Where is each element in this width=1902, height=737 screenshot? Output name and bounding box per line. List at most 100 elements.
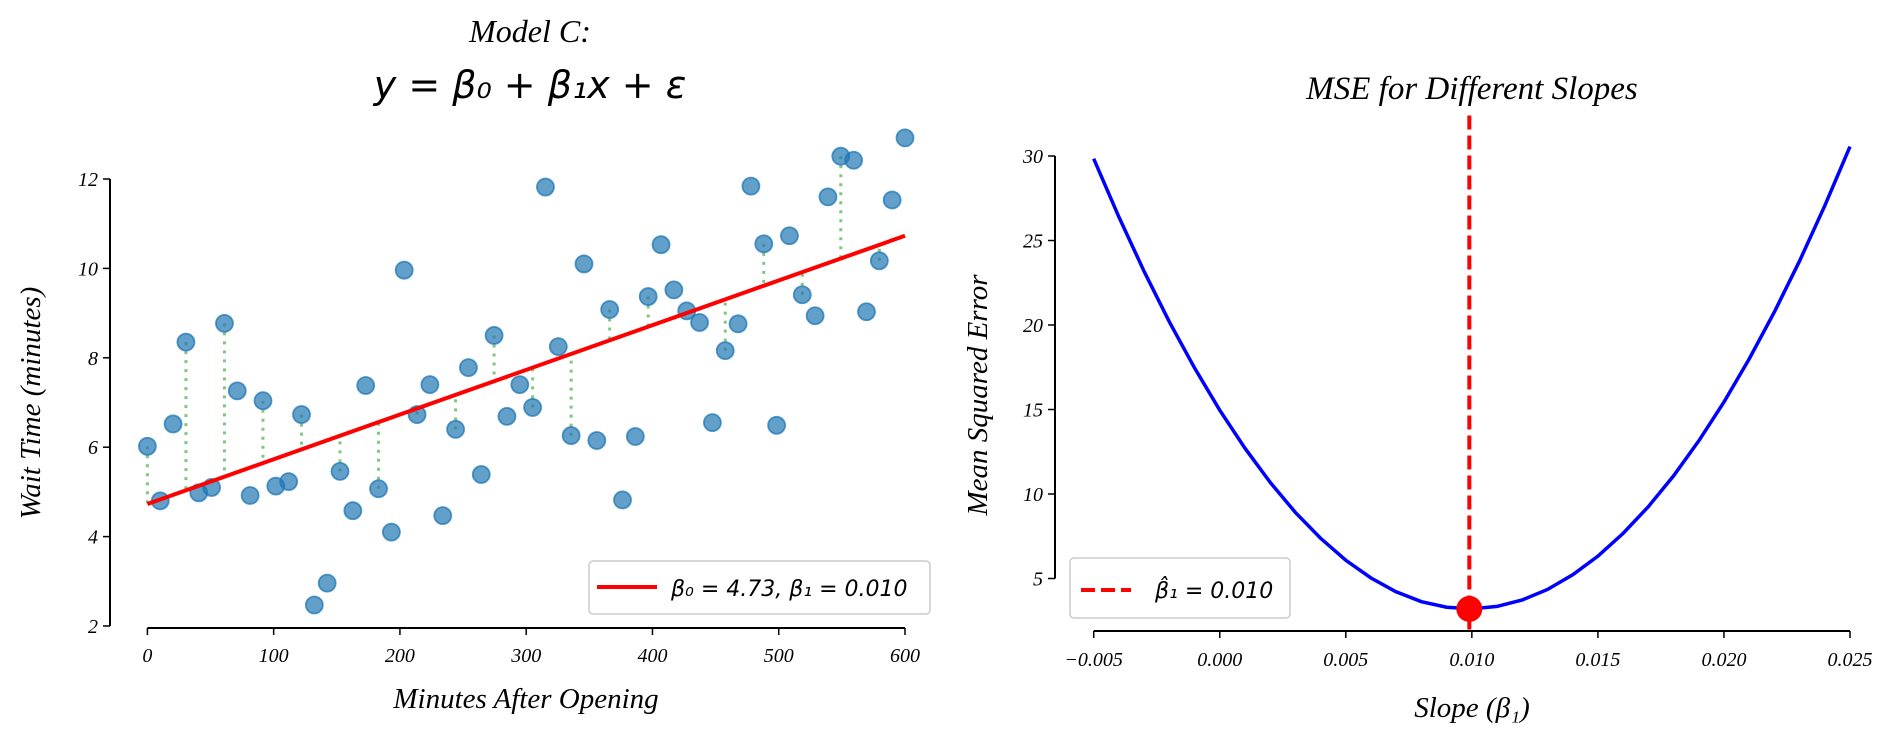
data-point — [600, 300, 620, 319]
x-tick-label: −0.005 — [1064, 649, 1123, 671]
data-point — [536, 177, 555, 197]
data-point — [433, 506, 453, 525]
data-point — [561, 426, 581, 445]
data-point — [394, 260, 414, 280]
data-point — [690, 313, 709, 332]
y-tick-label: 20 — [1023, 315, 1043, 337]
y-tick-label: 8 — [88, 348, 98, 370]
data-point — [176, 332, 196, 352]
left-legend: β₀ = 4.73, β₁ = 0.010 — [588, 560, 931, 615]
data-point — [484, 326, 504, 345]
data-point — [664, 280, 684, 300]
y-tick-label: 10 — [1023, 484, 1043, 506]
right-x-axis-label: Slope (β₁) — [1414, 692, 1530, 724]
data-point — [895, 128, 915, 148]
left-axes: 2 4 6 8 10 12 0 100 200 300 400 500 600 — [78, 169, 920, 667]
data-point — [497, 406, 517, 426]
x-tick-label: 0.025 — [1828, 649, 1873, 671]
data-point — [459, 358, 478, 378]
data-point — [754, 234, 774, 254]
right-legend: β̂₁ = 0.010 — [1069, 557, 1291, 619]
y-tick-label: 15 — [1023, 400, 1043, 422]
data-point — [625, 427, 645, 446]
data-point — [163, 414, 183, 434]
x-tick-label: 0.020 — [1701, 649, 1746, 671]
legend-frame — [588, 560, 931, 615]
data-point — [882, 190, 902, 210]
data-point — [792, 285, 812, 305]
x-tick-label: 100 — [259, 645, 289, 667]
data-point — [741, 176, 761, 196]
data-point — [356, 376, 376, 395]
data-point — [857, 302, 876, 322]
data-point — [369, 479, 388, 499]
legend-frame — [1069, 557, 1291, 619]
data-point — [292, 405, 311, 424]
data-point — [240, 486, 260, 505]
data-point — [715, 341, 735, 361]
x-tick-label: 500 — [764, 645, 794, 667]
data-point — [446, 419, 465, 439]
regression-fit-line — [146, 233, 906, 506]
data-point — [651, 235, 671, 255]
data-point — [510, 375, 530, 395]
data-point — [780, 226, 799, 246]
left-equation: y = β₀ + β₁x + ε — [373, 63, 686, 107]
data-point — [227, 381, 247, 401]
data-point — [574, 254, 594, 274]
legend-fit-label: β₀ = 4.73, β₁ = 0.010 — [670, 577, 908, 602]
left-title: Model C: — [468, 13, 591, 49]
x-tick-label: 600 — [890, 645, 920, 667]
data-point — [844, 150, 864, 170]
x-tick-label: 0.015 — [1575, 649, 1620, 671]
x-tick-label: 300 — [510, 645, 541, 667]
data-point — [702, 413, 722, 433]
y-tick-label: 25 — [1023, 231, 1043, 253]
right-title: MSE for Different Slopes — [1305, 71, 1637, 107]
x-tick-label: 0.000 — [1197, 649, 1242, 671]
data-point — [471, 465, 491, 484]
y-tick-label: 30 — [1022, 146, 1043, 168]
data-point — [805, 306, 825, 326]
legend-optimum-label: β̂₁ = 0.010 — [1154, 577, 1273, 604]
left-y-axis-label: Wait Time (minutes) — [15, 287, 47, 520]
data-point — [253, 391, 273, 411]
data-point — [215, 313, 234, 333]
y-tick-label: 4 — [88, 527, 98, 549]
data-point — [728, 314, 748, 334]
data-point — [638, 287, 658, 306]
residual-lines — [145, 156, 881, 504]
data-point — [587, 431, 607, 450]
data-point — [343, 501, 363, 521]
minimum-mse-point — [1456, 595, 1483, 622]
data-point — [279, 472, 299, 492]
y-tick-label: 6 — [88, 437, 98, 459]
y-tick-label: 10 — [78, 258, 98, 280]
left-x-axis-label: Minutes After Opening — [392, 683, 658, 715]
left-panel-model-c: Model C: y = β₀ + β₁x + ε Wait Time (min… — [15, 13, 931, 715]
y-tick-label: 2 — [88, 616, 98, 638]
right-axes: 5 10 15 20 25 30 −0.005 0.000 0.005 0.010 0.015 0.0… — [1022, 146, 1873, 671]
mse-curve — [1092, 145, 1852, 611]
mse-plot — [1092, 115, 1852, 631]
right-y-axis-label: Mean Squared Error — [962, 274, 994, 517]
y-tick-label: 12 — [78, 169, 98, 191]
data-point — [304, 595, 324, 615]
fit-line-group — [146, 233, 906, 506]
right-panel-mse: MSE for Different Slopes Mean Squared Er… — [962, 71, 1873, 724]
data-point — [869, 251, 889, 271]
x-tick-label: 200 — [385, 645, 415, 667]
x-tick-label: 0.010 — [1449, 649, 1494, 671]
data-point — [613, 490, 632, 510]
data-point — [818, 187, 838, 207]
x-tick-label: 0.005 — [1323, 649, 1368, 671]
data-point — [767, 415, 786, 435]
data-point — [420, 375, 440, 395]
data-point — [548, 337, 568, 357]
x-tick-label: 400 — [637, 645, 667, 667]
scatter-points — [137, 128, 915, 615]
data-point — [523, 398, 543, 417]
data-point — [381, 522, 401, 542]
x-tick-label: 0 — [142, 645, 152, 667]
